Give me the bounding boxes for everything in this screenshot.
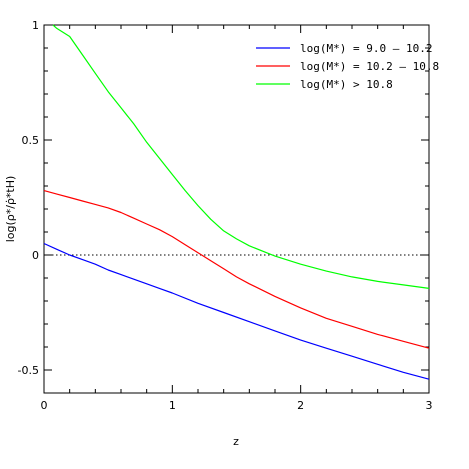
x-tick-label: 1 — [169, 399, 176, 412]
axis-tick-labels: 0 1 2 3 -0.5 0 0.5 1 — [18, 19, 433, 412]
series-line-3 — [52, 24, 430, 289]
x-tick-label: 2 — [297, 399, 304, 412]
legend-label-2: log(M*) = 10.2 – 10.8 — [300, 60, 439, 73]
x-tick-label: 3 — [426, 399, 433, 412]
y-tick-label: 1 — [32, 19, 39, 32]
series-line-2 — [43, 190, 430, 349]
series-lines — [43, 24, 430, 380]
x-tick-label: 0 — [41, 399, 48, 412]
series-line-1 — [43, 242, 430, 380]
x-axis-label: z — [233, 435, 239, 448]
legend-label-1: log(M*) = 9.0 – 10.2 — [300, 42, 432, 55]
legend: log(M*) = 9.0 – 10.2 log(M*) = 10.2 – 10.… — [256, 42, 439, 91]
y-tick-label: -0.5 — [18, 364, 39, 377]
y-tick-label: 0.5 — [22, 134, 40, 147]
y-axis-label: log(ρ*/ρ̇*tH) — [4, 176, 17, 243]
y-tick-label: 0 — [32, 249, 39, 262]
axis-ticks — [43, 24, 430, 394]
legend-label-3: log(M*) > 10.8 — [300, 78, 393, 91]
